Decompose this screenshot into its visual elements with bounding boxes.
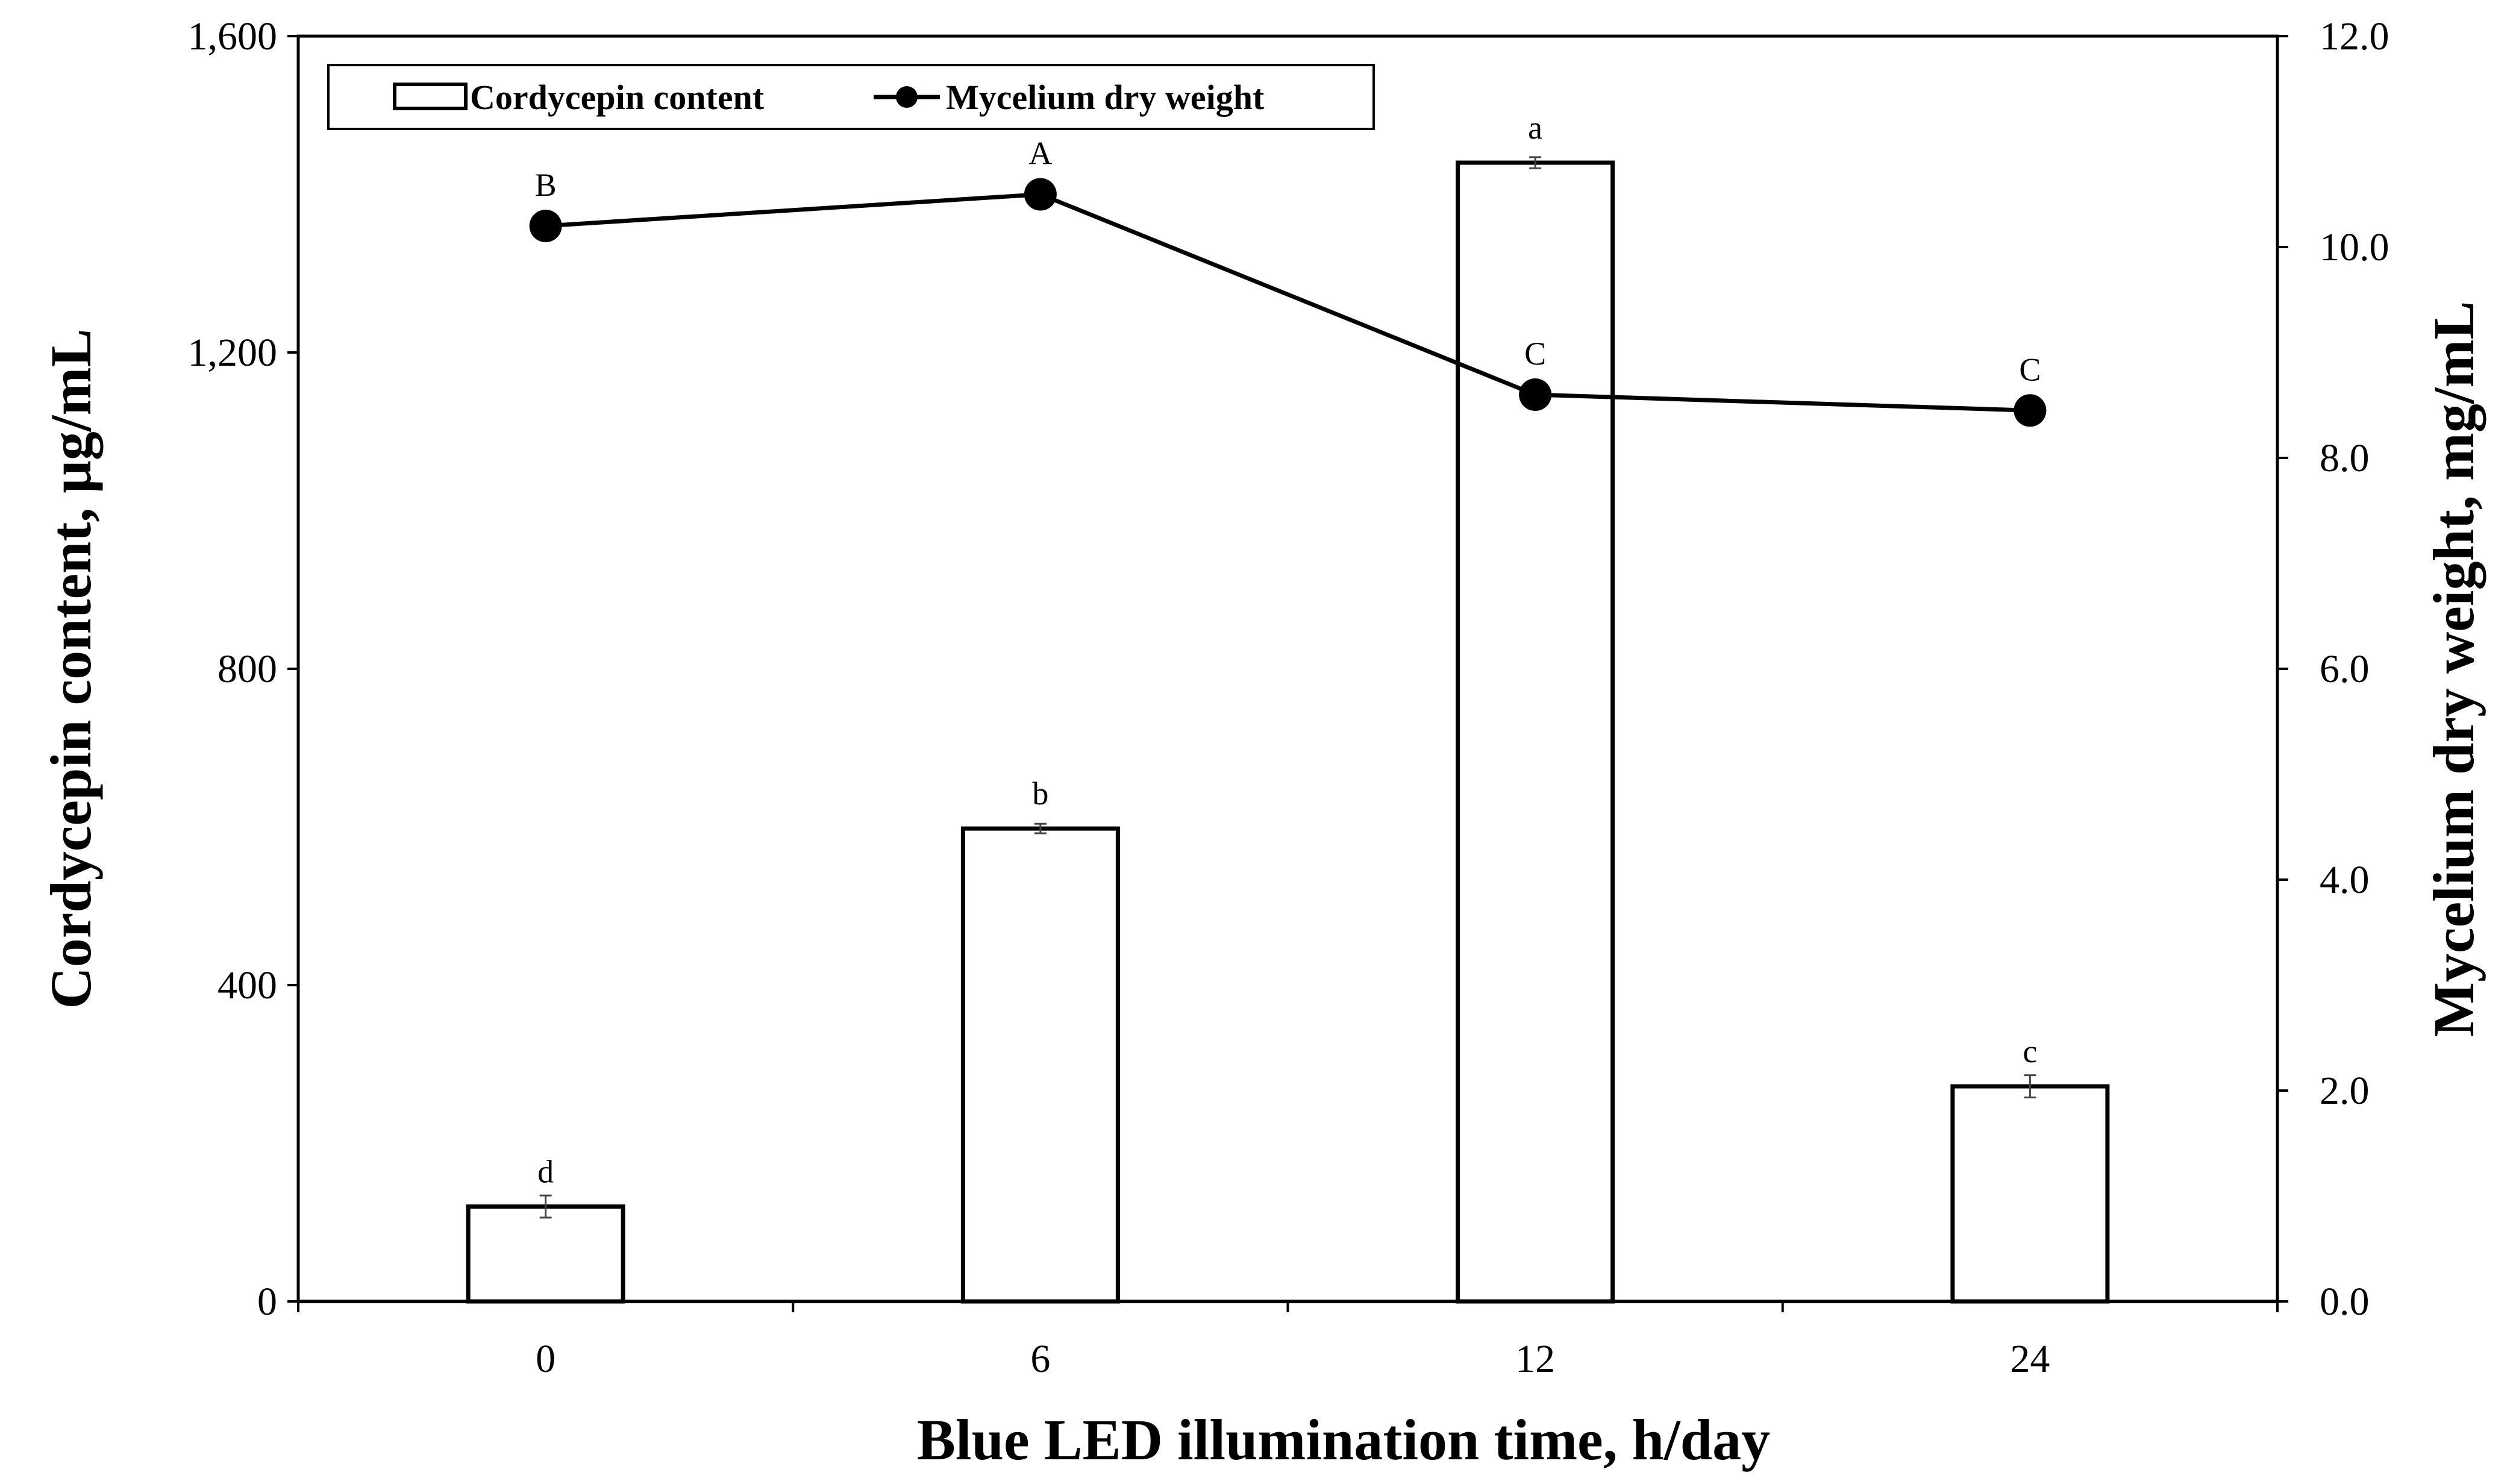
point-significance-label: A	[1028, 136, 1052, 172]
y-tick-label: 0	[257, 1280, 277, 1324]
data-point	[2014, 394, 2047, 427]
x-tick-label: 6	[1030, 1337, 1050, 1381]
bar	[466, 1204, 625, 1304]
legend-box	[327, 64, 1375, 130]
y2-axis-title: Mycelium dry weight, mg/mL	[2421, 301, 2486, 1036]
legend-label-cordycepin: Cordycepin content	[470, 78, 765, 117]
bar	[1950, 1084, 2110, 1304]
bar-significance-label: b	[1032, 775, 1048, 812]
legend-marker	[896, 86, 918, 108]
legend-bar-swatch	[393, 83, 468, 110]
y2-axis-ticks: 0.0 2.0 4.0 6.0 8.0 10.0 12.0	[2277, 14, 2389, 1324]
y2-tick-label: 2.0	[2320, 1069, 2370, 1113]
point-significance-label: B	[535, 167, 557, 203]
bar	[960, 826, 1120, 1304]
y-tick-label: 1,200	[188, 331, 278, 375]
y-tick-label: 1,600	[188, 14, 278, 58]
x-tick-label: 0	[536, 1337, 555, 1381]
y2-tick-label: 10.0	[2320, 225, 2389, 269]
y-tick-label: 800	[218, 647, 277, 691]
y2-tick-label: 0.0	[2320, 1280, 2370, 1324]
data-point	[1024, 178, 1057, 211]
y-axis-ticks: 0 400 800 1,200 1,600	[188, 14, 298, 1324]
legend: Cordycepin content Mycelium dry weight	[327, 64, 1375, 130]
x-tick-label: 12	[1515, 1337, 1555, 1381]
y2-tick-label: 8.0	[2320, 436, 2370, 480]
point-significance-label: C	[1524, 336, 1546, 372]
data-point	[529, 210, 562, 242]
x-axis-ticks: 0 6 12 24	[297, 1301, 2279, 1381]
bar-significance-label: c	[2023, 1033, 2037, 1069]
y2-tick-label: 4.0	[2320, 858, 2370, 902]
y-tick-label: 400	[218, 963, 277, 1007]
point-significance-label: C	[2019, 351, 2041, 387]
y2-tick-label: 6.0	[2320, 647, 2370, 691]
series-line	[545, 192, 2030, 413]
bar	[1456, 160, 1615, 1304]
data-point	[1519, 378, 1552, 411]
bar-significance-label: d	[537, 1154, 554, 1190]
legend-label-mycelium: Mycelium dry weight	[946, 78, 1265, 117]
bar-significance-label: a	[1528, 110, 1542, 146]
x-axis-title: Blue LED illumination time, h/day	[917, 1407, 1770, 1472]
y-axis-title: Cordycepin content, μg/mL	[39, 328, 103, 1009]
line-series: B A C C	[529, 136, 2047, 427]
x-tick-label: 24	[2010, 1337, 2050, 1381]
bar-series: d b a c	[466, 110, 2110, 1304]
y2-tick-label: 12.0	[2320, 14, 2389, 58]
